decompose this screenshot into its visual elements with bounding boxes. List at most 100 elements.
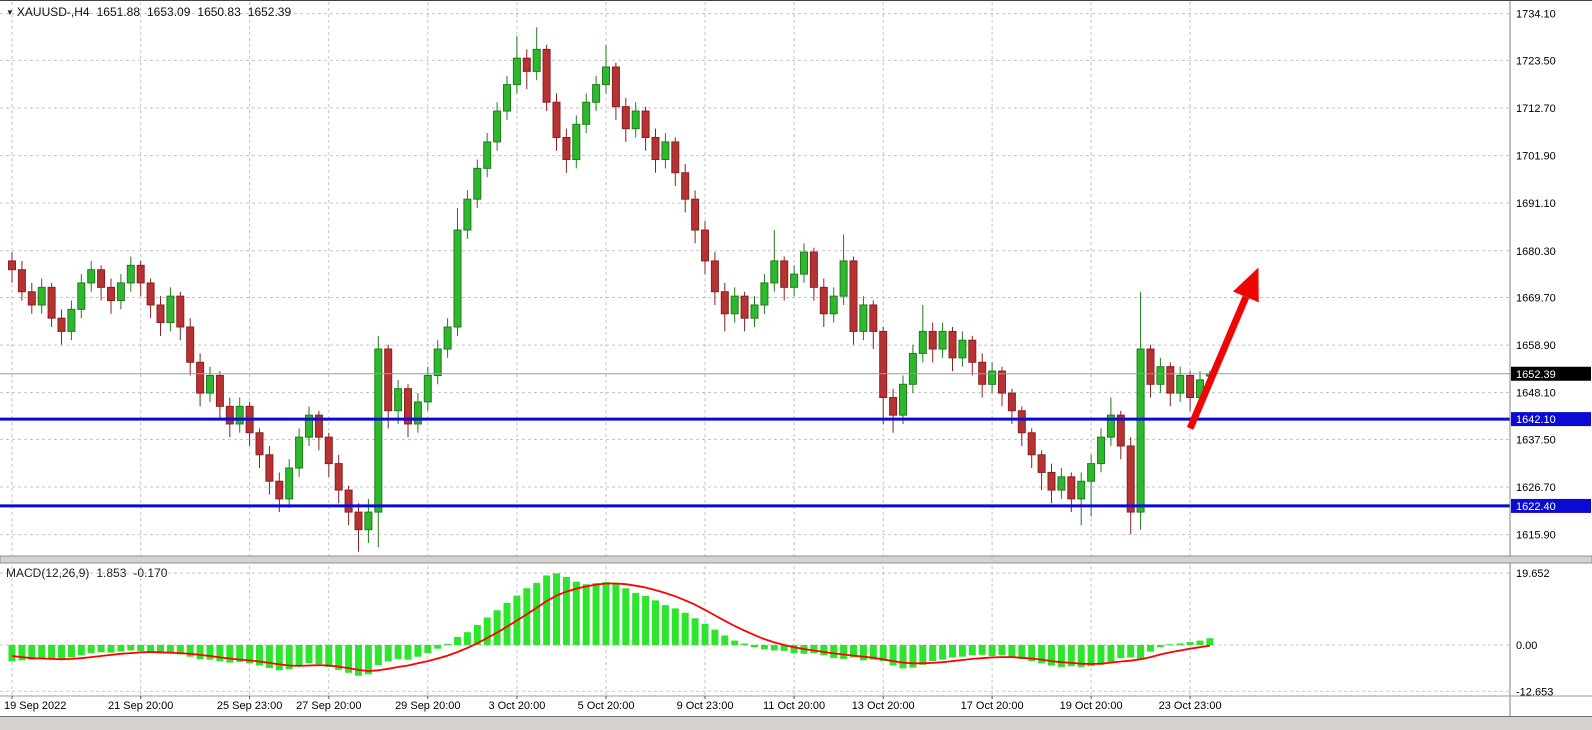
candle-body <box>463 198 472 231</box>
macd-histogram-bar <box>929 645 937 662</box>
price-axis-label: 1669.70 <box>1516 292 1556 304</box>
candle-body <box>47 286 56 319</box>
macd-histogram-bar <box>770 645 778 651</box>
candle-body <box>572 123 581 161</box>
candle-body <box>760 282 769 306</box>
macd-histogram-bar <box>533 582 541 645</box>
macd-histogram-bar <box>186 645 194 657</box>
price-axis-label: 1680.30 <box>1516 246 1556 258</box>
macd-histogram-bar <box>48 645 56 659</box>
candle-body <box>413 401 422 425</box>
price-axis-label: 1637.50 <box>1516 434 1556 446</box>
macd-name: MACD(12,26,9) <box>6 566 90 580</box>
macd-histogram-bar <box>958 645 966 657</box>
candle-body <box>908 352 917 385</box>
candle-body <box>522 57 531 72</box>
macd-histogram-bar <box>315 645 323 665</box>
macd-histogram-bar <box>1127 645 1135 658</box>
macd-histogram-bar <box>335 645 343 670</box>
macd-histogram-bar <box>107 645 115 653</box>
trend-arrow-head[interactable] <box>1233 267 1259 303</box>
candle-body <box>621 106 630 130</box>
time-axis-label: 9 Oct 23:00 <box>677 700 734 712</box>
symbol-timeframe-label: XAUUSD-,H4 <box>16 5 90 19</box>
candle-body <box>354 511 363 531</box>
price-axis-label: 1701.90 <box>1516 151 1556 163</box>
macd-histogram-bar <box>176 645 184 655</box>
candle-body <box>17 269 26 293</box>
macd-histogram-bar <box>1018 645 1026 659</box>
candle-body <box>235 405 244 425</box>
macd-histogram-bar <box>493 610 501 645</box>
candle-body <box>27 291 36 306</box>
macd-histogram-bar <box>157 645 164 654</box>
candle-body <box>800 251 808 275</box>
price-tag-label: 1622.40 <box>1516 501 1556 513</box>
macd-histogram-bar <box>879 645 887 662</box>
macd-histogram-bar <box>760 645 768 650</box>
candle-body <box>1047 471 1056 491</box>
price-tag-label: 1652.39 <box>1516 369 1556 381</box>
macd-histogram-bar <box>265 645 273 669</box>
candle-body <box>1087 463 1096 482</box>
candle-body <box>780 260 789 288</box>
candle-body <box>344 489 353 513</box>
macd-histogram-bar <box>226 645 234 663</box>
macd-histogram-bar <box>602 582 610 645</box>
candle-body <box>394 388 403 412</box>
time-axis-label: 5 Oct 20:00 <box>578 700 635 712</box>
candle-body <box>938 330 947 350</box>
candle-body <box>305 414 313 438</box>
macd-histogram-bar <box>592 583 600 645</box>
candle-body <box>453 229 462 328</box>
candle-body <box>958 339 967 359</box>
candle-body <box>918 330 927 354</box>
candle-body <box>334 463 343 491</box>
macd-histogram-bar <box>899 645 907 669</box>
price-axis-label: 1615.90 <box>1516 530 1556 542</box>
macd-histogram-bar <box>137 645 145 651</box>
macd-histogram-bar <box>889 645 897 666</box>
macd-signal-line <box>11 582 1211 672</box>
candle-body <box>849 260 858 332</box>
macd-histogram-bar <box>424 645 432 654</box>
macd-histogram-bar <box>216 645 224 662</box>
candle-body <box>126 264 135 284</box>
price-tag <box>1511 498 1591 513</box>
candle-body <box>1146 348 1155 385</box>
candle-body <box>1037 454 1046 473</box>
macd-histogram-bar <box>275 645 283 671</box>
price-axis[interactable] <box>1510 0 1592 730</box>
candle-body <box>602 66 610 86</box>
candle-body <box>374 348 383 513</box>
macd-histogram-bar <box>305 645 313 664</box>
symbol-ohlc-label: ▼ XAUUSD-,H4 1651.88 1653.09 1650.83 1652.39 <box>6 5 298 19</box>
macd-histogram-bar <box>562 576 570 645</box>
macd-histogram-bar <box>38 645 46 659</box>
candle-body <box>67 308 76 332</box>
candle-body <box>186 326 195 363</box>
candle-body <box>819 286 828 315</box>
macd-histogram-bar <box>364 645 372 675</box>
candle-body <box>582 101 591 125</box>
panel-separator-handle[interactable] <box>0 555 1592 564</box>
candle-body <box>750 304 759 319</box>
horizontal-scrollbar-area[interactable] <box>0 717 1592 730</box>
macd-histogram-bar <box>652 600 659 645</box>
time-axis-label: 19 Sep 2022 <box>4 700 66 712</box>
macd-histogram-bar <box>1186 642 1194 645</box>
candles-layer[interactable] <box>8 27 1214 552</box>
price-tag <box>1511 412 1591 427</box>
macd-scale-label: 0.00 <box>1516 640 1537 652</box>
macd-layer <box>8 573 1214 676</box>
candle-body <box>364 511 373 531</box>
trend-arrow-annotation[interactable] <box>1186 295 1250 430</box>
macd-histogram-bar <box>988 645 996 656</box>
macd-histogram-bar <box>117 645 125 652</box>
candle-body <box>661 141 670 161</box>
price-tag <box>1511 366 1591 381</box>
macd-histogram-bar <box>1048 645 1055 666</box>
price-axis-label: 1723.50 <box>1516 55 1556 67</box>
macd-histogram-bar <box>1196 640 1204 645</box>
